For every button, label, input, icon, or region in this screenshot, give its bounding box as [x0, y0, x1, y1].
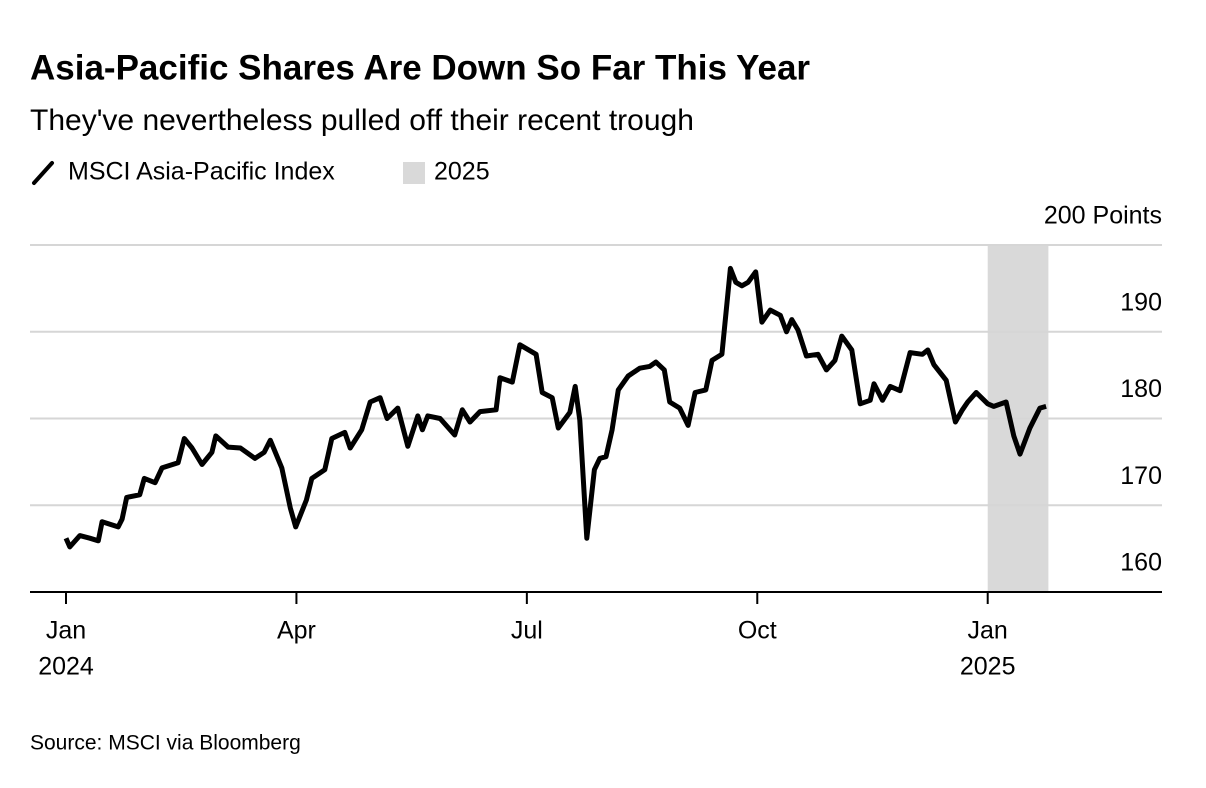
- x-tick-label: Oct: [738, 617, 777, 645]
- series-line: [63, 265, 1047, 550]
- x-tick-label: Jan: [968, 617, 1008, 645]
- x-tick-year: 2025: [960, 653, 1016, 681]
- x-tick-label: Apr: [277, 617, 316, 645]
- legend-label: 2025: [434, 158, 490, 186]
- source-note: Source: MSCI via Bloomberg: [30, 732, 301, 755]
- legend-line-icon: [32, 161, 54, 185]
- legend-shade-icon: [403, 162, 425, 184]
- x-tick-label: Jan: [46, 617, 86, 645]
- y-tick-label: 180: [1120, 375, 1162, 403]
- chart-title: Asia-Pacific Shares Are Down So Far This…: [30, 48, 810, 87]
- y-tick-label: 170: [1120, 462, 1162, 490]
- y-tick-label: 200 Points: [1044, 202, 1162, 230]
- chart-subtitle: They've nevertheless pulled off their re…: [30, 104, 694, 137]
- y-tick-label: 160: [1120, 549, 1162, 577]
- y-tick-label: 190: [1120, 288, 1162, 316]
- x-tick-year: 2024: [38, 653, 94, 681]
- legend-label: MSCI Asia-Pacific Index: [68, 158, 335, 186]
- x-tick-label: Jul: [511, 617, 543, 645]
